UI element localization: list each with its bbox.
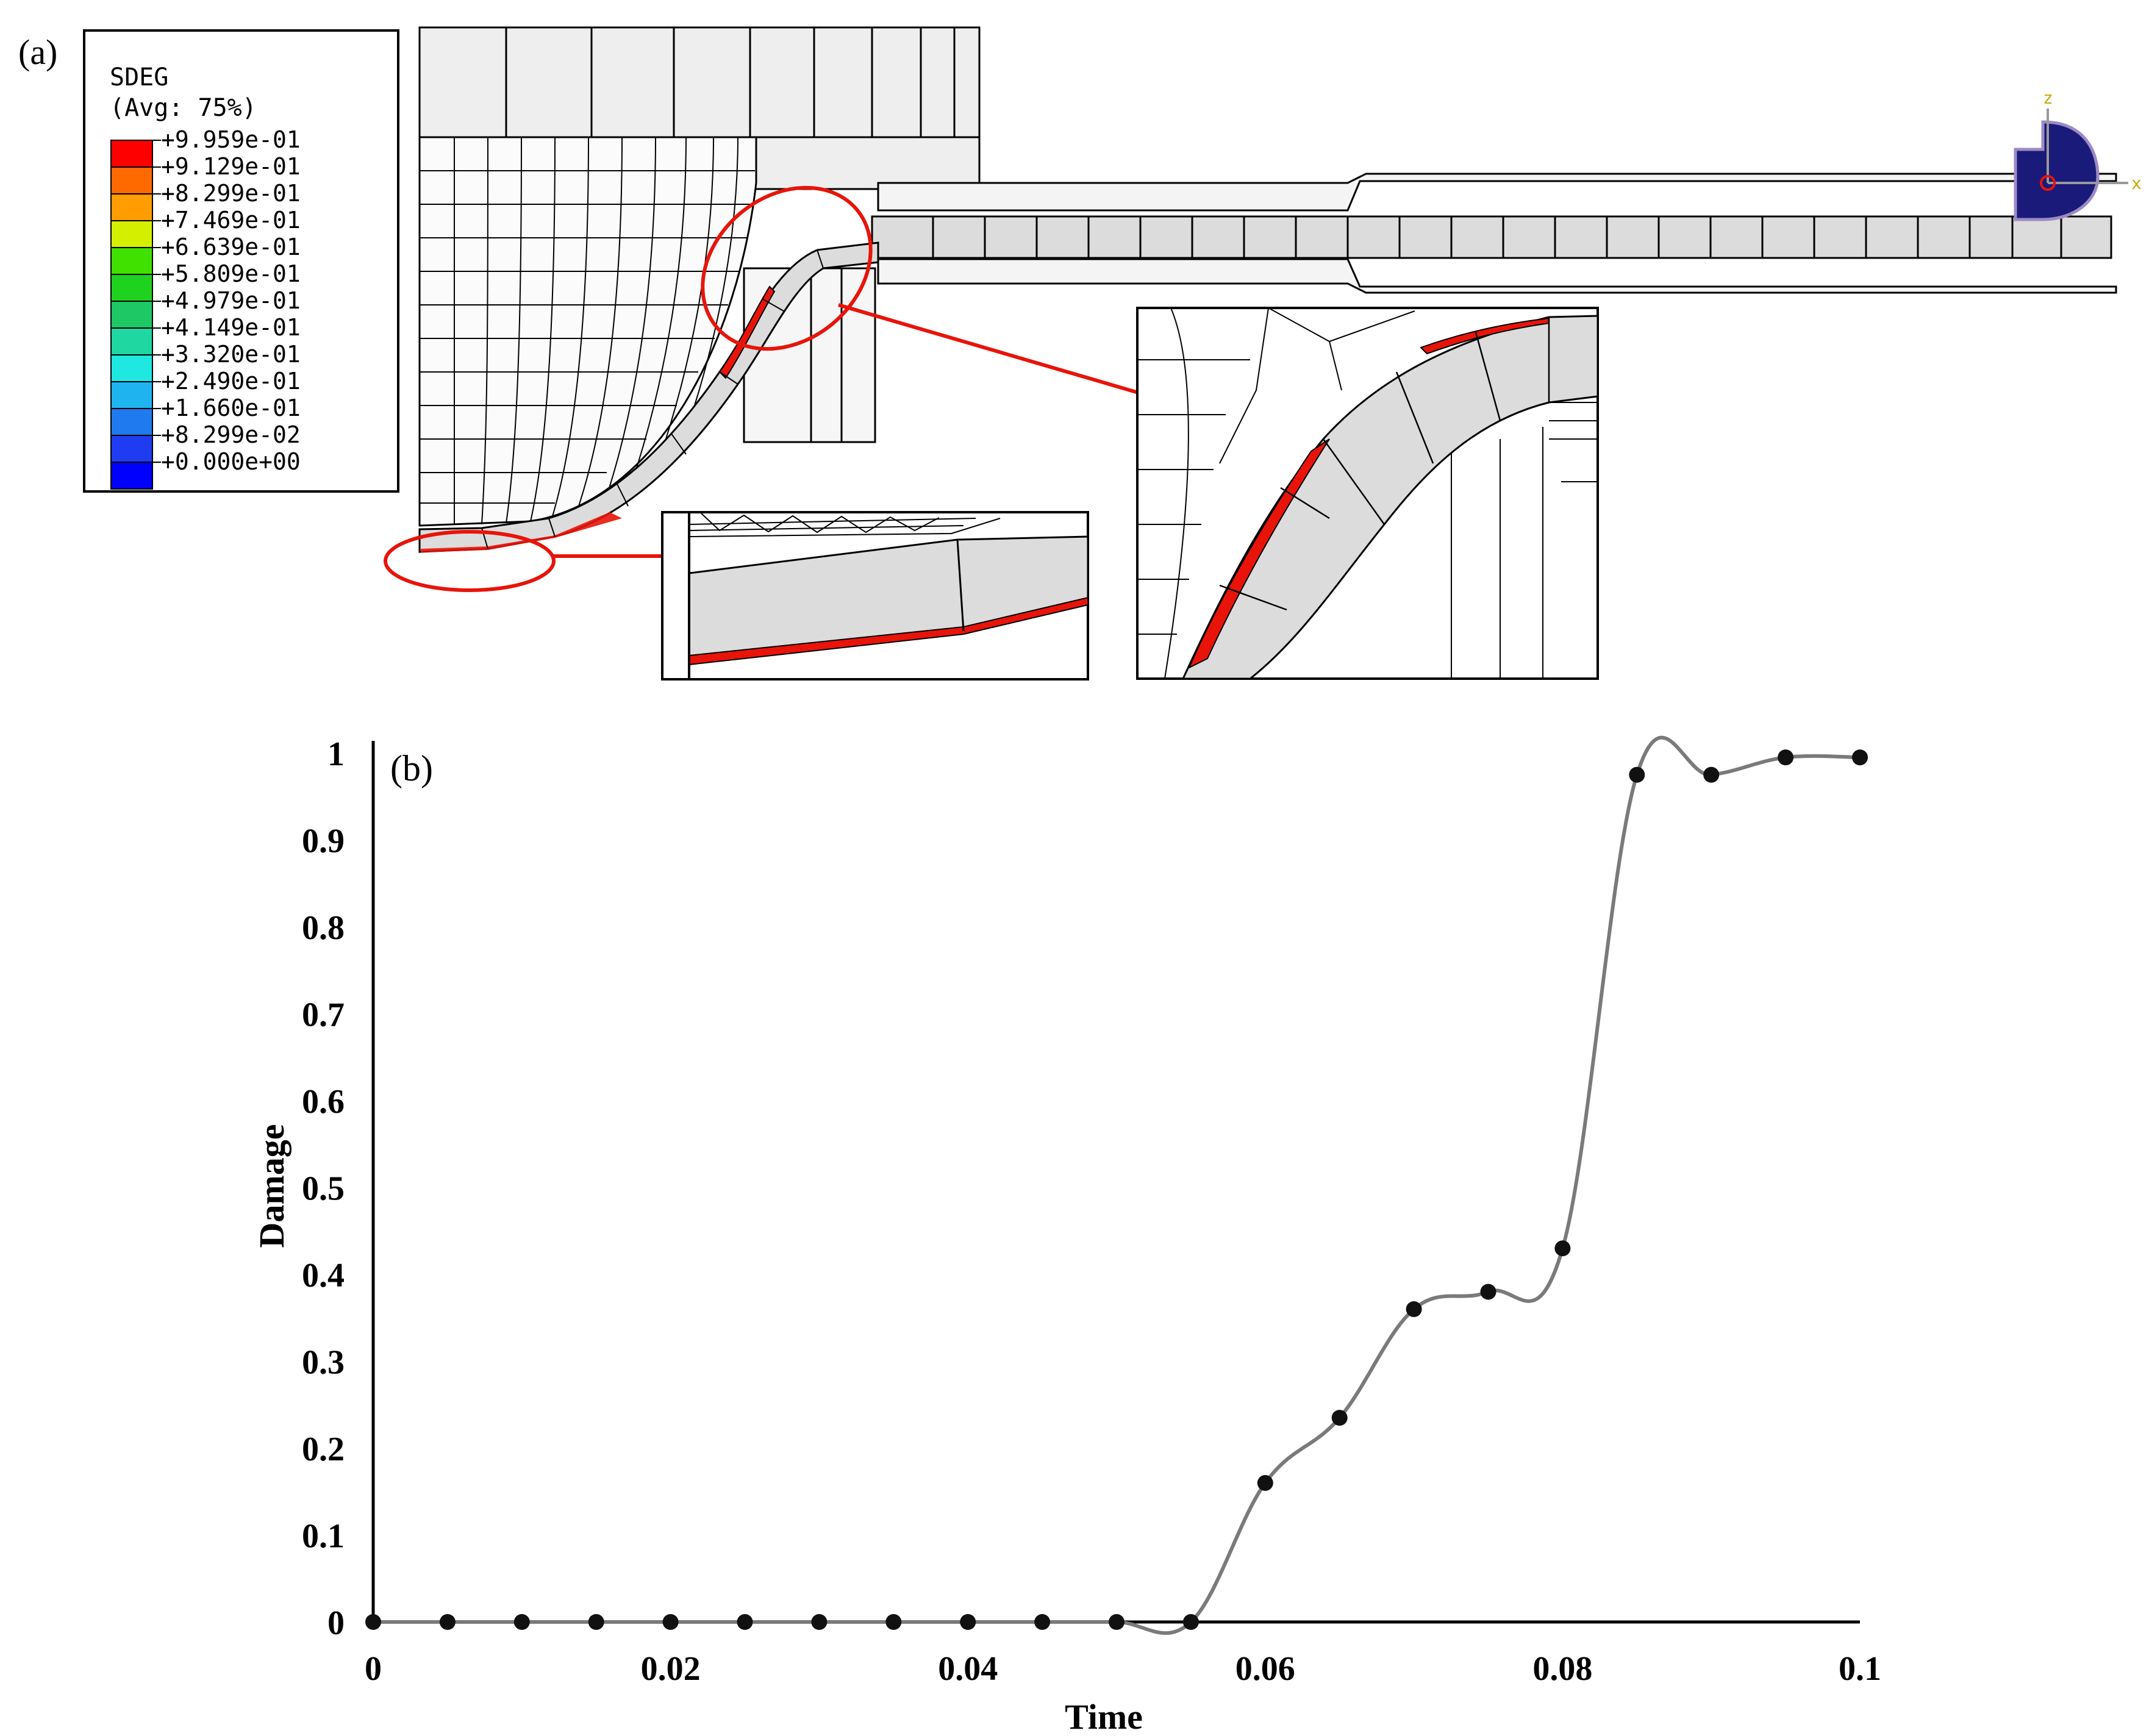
series-point xyxy=(1331,1410,1348,1426)
panel-a-fem-contour: (a) SDEG (Avg: 75%) +9.959e-01+9.129e-01… xyxy=(18,26,2142,680)
x-tick-label: 0.06 xyxy=(1235,1650,1295,1688)
x-axis-label: Time xyxy=(1065,1697,1143,1733)
legend-swatch xyxy=(110,193,153,221)
series-point xyxy=(885,1614,902,1630)
highlight-ellipses xyxy=(384,185,1141,592)
y-tick-label: 0.1 xyxy=(302,1518,345,1556)
legend-value: +3.320e-01 xyxy=(161,341,301,368)
series-point xyxy=(1406,1301,1422,1317)
legend-value: +4.979e-01 xyxy=(161,287,301,314)
legend-value: +9.129e-01 xyxy=(161,153,301,180)
series-point xyxy=(588,1614,604,1630)
x-tick-label: 0 xyxy=(365,1650,382,1688)
legend-swatch xyxy=(110,327,153,355)
triad-z-label: z xyxy=(2043,88,2053,108)
legend-value: +4.149e-01 xyxy=(161,314,301,341)
legend-value: +8.299e-01 xyxy=(161,180,301,207)
series-point xyxy=(1182,1614,1199,1630)
x-tick-label: 0.04 xyxy=(938,1650,998,1688)
triad-x-label: x xyxy=(2131,173,2142,193)
legend-value: +2.490e-01 xyxy=(161,368,301,395)
legend-swatch xyxy=(110,408,153,436)
blank-holder xyxy=(877,173,2117,294)
series-point xyxy=(1109,1614,1125,1630)
sdeg-legend: SDEG (Avg: 75%) +9.959e-01+9.129e-01+8.2… xyxy=(83,29,399,493)
series-line xyxy=(373,735,1861,1635)
x-tick-label: 0.02 xyxy=(641,1650,701,1688)
series-point xyxy=(1629,766,1645,783)
series-points xyxy=(365,749,1868,1630)
inset-corner-zoom xyxy=(1136,307,1599,680)
series-point xyxy=(662,1614,679,1630)
legend-swatch xyxy=(110,301,153,329)
lower-die xyxy=(743,267,876,443)
deformed-sheet xyxy=(418,241,879,553)
legend-swatch xyxy=(110,274,153,302)
x-tick-labels: 0 0.02 0.04 0.06 0.08 0.1 xyxy=(365,1650,1881,1688)
ellipse-bottom xyxy=(384,530,556,592)
y-tick-label: 0.9 xyxy=(302,823,345,860)
y-tick-label: 0.4 xyxy=(302,1257,345,1295)
x-tick-label: 0.08 xyxy=(1532,1650,1592,1688)
series-point xyxy=(1554,1240,1571,1257)
y-tick-label: 0 xyxy=(327,1604,345,1642)
series-point xyxy=(1703,766,1720,783)
series-point xyxy=(1778,749,1794,766)
panel-b-damage-chart: (b) 00.10.20.30.40.50.60.70.80.91 0 0.02 0… xyxy=(252,735,1881,1736)
inset-bottom-zoom xyxy=(661,511,1089,680)
legend-subtitle: (Avg: 75%) xyxy=(110,94,257,122)
series-point xyxy=(811,1614,828,1630)
y-tick-label: 0.3 xyxy=(302,1344,345,1382)
series-point xyxy=(513,1614,530,1630)
series-point xyxy=(1034,1614,1051,1630)
y-tick-label: 0.7 xyxy=(302,996,345,1034)
y-tick-label: 0.5 xyxy=(302,1170,345,1208)
y-tick-label: 0.6 xyxy=(302,1083,345,1121)
legend-value: +8.299e-02 xyxy=(161,421,301,448)
x-tick-label: 0.1 xyxy=(1839,1650,1881,1688)
legend-swatch xyxy=(110,435,153,463)
series-point xyxy=(1852,749,1868,766)
legend-title: SDEG xyxy=(110,63,168,91)
legend-swatch xyxy=(110,247,153,275)
y-tick-labels: 0 0.1 0.2 0.3 0.4 0.5 0.6 0.7 0.8 0.9 1 xyxy=(302,735,345,1642)
coordinate-triad: z x xyxy=(2014,88,2142,221)
legend-value: +9.959e-01 xyxy=(161,126,301,153)
series-point xyxy=(1480,1284,1496,1300)
legend-swatch xyxy=(110,381,153,409)
panel-b-label: (b) xyxy=(390,748,433,788)
y-tick-label: 1 xyxy=(327,735,345,773)
legend-swatch xyxy=(110,140,153,168)
series-point xyxy=(1257,1475,1273,1491)
legend-swatch xyxy=(110,166,153,195)
series-point xyxy=(960,1614,976,1630)
legend-swatch xyxy=(110,220,153,248)
legend-value: +0.000e+00 xyxy=(161,448,301,475)
legend-swatch xyxy=(110,462,153,490)
callout-line-corner xyxy=(838,303,1141,395)
y-tick-label: 0.8 xyxy=(302,909,345,947)
series-point xyxy=(439,1614,456,1630)
legend-value: +5.809e-01 xyxy=(161,260,301,287)
sheet-strip xyxy=(871,215,2112,259)
legend-value: +1.660e-01 xyxy=(161,395,301,421)
legend-value: +7.469e-01 xyxy=(161,207,301,234)
series-point xyxy=(737,1614,753,1630)
y-axis-label: Damage xyxy=(252,1124,291,1248)
panel-a-label: (a) xyxy=(18,32,57,72)
series-point xyxy=(365,1614,381,1630)
legend-entries: +9.959e-01+9.129e-01+8.299e-01+7.469e-01… xyxy=(110,126,301,490)
y-tick-label: 0.2 xyxy=(302,1431,345,1468)
punch-mesh xyxy=(418,136,757,527)
legend-swatch xyxy=(110,354,153,382)
ellipse-corner xyxy=(701,185,873,351)
legend-value: +6.639e-01 xyxy=(161,234,301,260)
